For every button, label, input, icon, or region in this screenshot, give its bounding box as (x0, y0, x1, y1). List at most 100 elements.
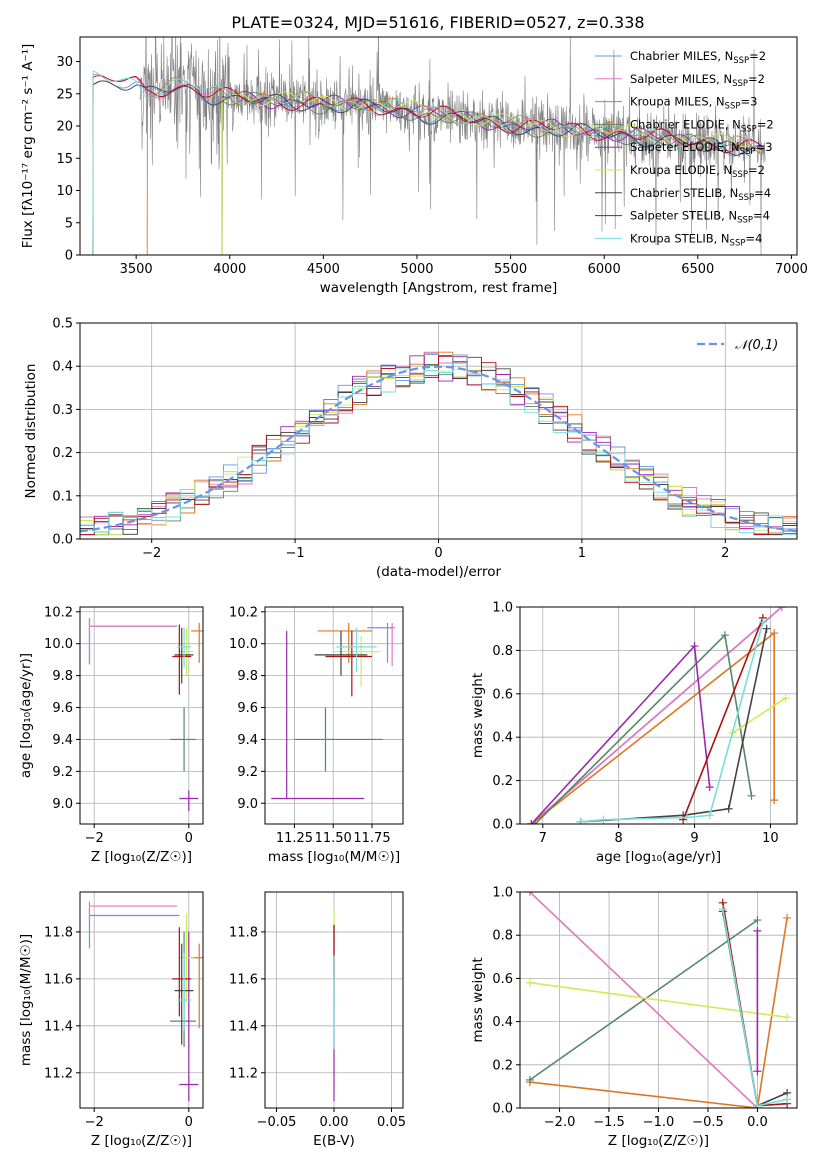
y-tick-label: 0.5 (52, 317, 73, 332)
point-marker (753, 1101, 762, 1108)
y-tick-label: 0.2 (492, 774, 513, 789)
spectrum-xlabel: wavelength [Angstrom, rest frame] (320, 280, 558, 296)
series-line (580, 628, 768, 823)
point-marker (747, 791, 756, 800)
errorbar-salpeter-stelib (325, 630, 372, 697)
legend-label: Salpeter ELODIE, NSSP=3 (630, 140, 773, 157)
legend-label: Chabrier STELIB, NSSP=4 (630, 186, 771, 203)
point-marker (724, 804, 733, 813)
x-tick-label: 2 (721, 546, 729, 561)
mass-vs-Z-ylabel: mass [log₁₀(M/M☉)] (18, 934, 34, 1066)
mass-vs-ebv-ticks: −0.05 0.00 0.05 11.2 11.4 11.6 11.8 E(B-V) (229, 891, 406, 1149)
series-kroupa-stelib (576, 618, 767, 824)
errorbar-salpeter-elodie (179, 790, 199, 812)
y-tick-label: 1.0 (492, 886, 513, 901)
errorbar-salpeter-miles (88, 901, 177, 921)
errorbar-kroupa-stelib (176, 953, 192, 1031)
residuals-ticks: −2 −1 0 1 2 0.0 0.1 0.2 0.3 0.4 0.5 (data-model)/er… (23, 317, 798, 580)
y-tick-label: 10.0 (229, 637, 258, 652)
residuals-ylabel: Normed distribution (23, 364, 39, 499)
y-tick-label: 9.4 (237, 733, 258, 748)
errorbar-kroupa-stelib (176, 627, 192, 668)
model-line-salpeter-stelib (92, 75, 763, 255)
point-marker (718, 905, 727, 914)
age-vs-Z-frame (79, 606, 204, 825)
point-marker (783, 1095, 792, 1104)
series-line (722, 911, 788, 1107)
weight-vs-Z-xlabel: Z [log₁₀(Z/Z☉)] (608, 1133, 709, 1149)
mass-vs-Z-xlabel: Z [log₁₀(Z/Z☉)] (91, 1133, 192, 1149)
y-tick-label: 9.8 (237, 669, 258, 684)
y-tick-label: 0.4 (492, 1015, 513, 1030)
spectrum-plot-area (92, 37, 766, 255)
y-tick-label: 10.2 (44, 605, 73, 620)
x-tick-label: 0 (185, 831, 193, 846)
model-line-kroupa-stelib (92, 69, 763, 255)
x-tick-label: −1.5 (593, 1115, 625, 1130)
x-tick-label: 3500 (120, 262, 153, 277)
figure-title: PLATE=0324, MJD=51616, FIBERID=0527, z=0… (231, 13, 644, 32)
point-marker (770, 796, 779, 805)
y-tick-label: 10.0 (44, 637, 73, 652)
errorbar-chabrier-elodie (169, 931, 196, 1047)
y-tick-label: 0 (65, 249, 73, 264)
x-tick-label: 4500 (307, 262, 340, 277)
point-marker (525, 892, 534, 896)
legend-label: 𝒩(0,1) (735, 338, 778, 353)
point-marker (527, 820, 536, 824)
y-tick-label: 11.8 (44, 925, 73, 940)
errorbar-salpeter-elodie (179, 931, 199, 1101)
x-tick-label: 11.75 (353, 831, 390, 846)
legend-label: Kroupa STELIB, NSSP=4 (630, 231, 762, 248)
y-tick-label: 9.2 (52, 765, 73, 780)
errorbar-salpeter-miles (382, 622, 396, 667)
legend-label: Kroupa MILES, NSSP=3 (630, 95, 757, 112)
histogram-salpeter-elodie (80, 355, 797, 536)
y-tick-label: 11.6 (229, 972, 258, 987)
spectrum-frame (79, 36, 798, 256)
series-line (530, 644, 711, 824)
y-tick-label: 0.2 (492, 1058, 513, 1073)
age-vs-mass-frame (264, 606, 404, 825)
series-line (529, 919, 758, 1081)
x-tick-label: 0 (185, 1115, 193, 1130)
legend-label: Kroupa ELODIE, NSSP=2 (630, 163, 765, 180)
point-marker (682, 813, 691, 822)
spectrum-legend: Chabrier MILES, NSSP=2 Salpeter MILES, NS… (595, 49, 774, 248)
x-tick-label: 7000 (775, 262, 808, 277)
point-marker (783, 1013, 792, 1022)
y-tick-label: 11.6 (44, 972, 73, 987)
histogram-kroupa-elodie (80, 365, 797, 536)
errorbar-salpeter-stelib (172, 624, 192, 695)
y-tick-label: 0.6 (492, 687, 513, 702)
y-tick-label: 0.1 (52, 489, 73, 504)
weight-vs-Z-plot-area (525, 892, 792, 1108)
errorbar-kroupa-stelib (336, 627, 377, 673)
y-tick-label: 9.2 (237, 765, 258, 780)
legend-label: Salpeter STELIB, NSSP=4 (630, 209, 770, 226)
age-vs-mass-xlabel: mass [log₁₀(M/M☉)] (268, 849, 400, 865)
x-tick-label: 6000 (588, 262, 621, 277)
y-tick-label: 0.6 (492, 972, 513, 987)
point-marker (720, 631, 729, 640)
residuals-plot-area (80, 351, 797, 536)
x-tick-label: 4000 (213, 262, 246, 277)
normal-reference-curve (80, 365, 797, 533)
x-tick-label: 0.00 (320, 1115, 349, 1130)
point-marker (781, 694, 790, 703)
series-line (722, 902, 788, 1107)
x-tick-label: 8 (615, 831, 623, 846)
errorbar-chabrier-elodie (294, 707, 383, 772)
x-tick-label: −0.5 (692, 1115, 724, 1130)
x-tick-label: −2 (142, 546, 161, 561)
x-tick-label: −0.05 (257, 1115, 297, 1130)
weight-vs-age-frame (519, 606, 798, 825)
x-tick-label: −2 (85, 831, 104, 846)
y-tick-label: 25 (56, 87, 73, 102)
series-line (722, 909, 788, 1107)
series-kroupa-stelib (718, 905, 792, 1108)
point-marker (762, 624, 771, 633)
y-tick-label: 9.0 (52, 797, 73, 812)
y-tick-label: 0.0 (492, 818, 513, 833)
